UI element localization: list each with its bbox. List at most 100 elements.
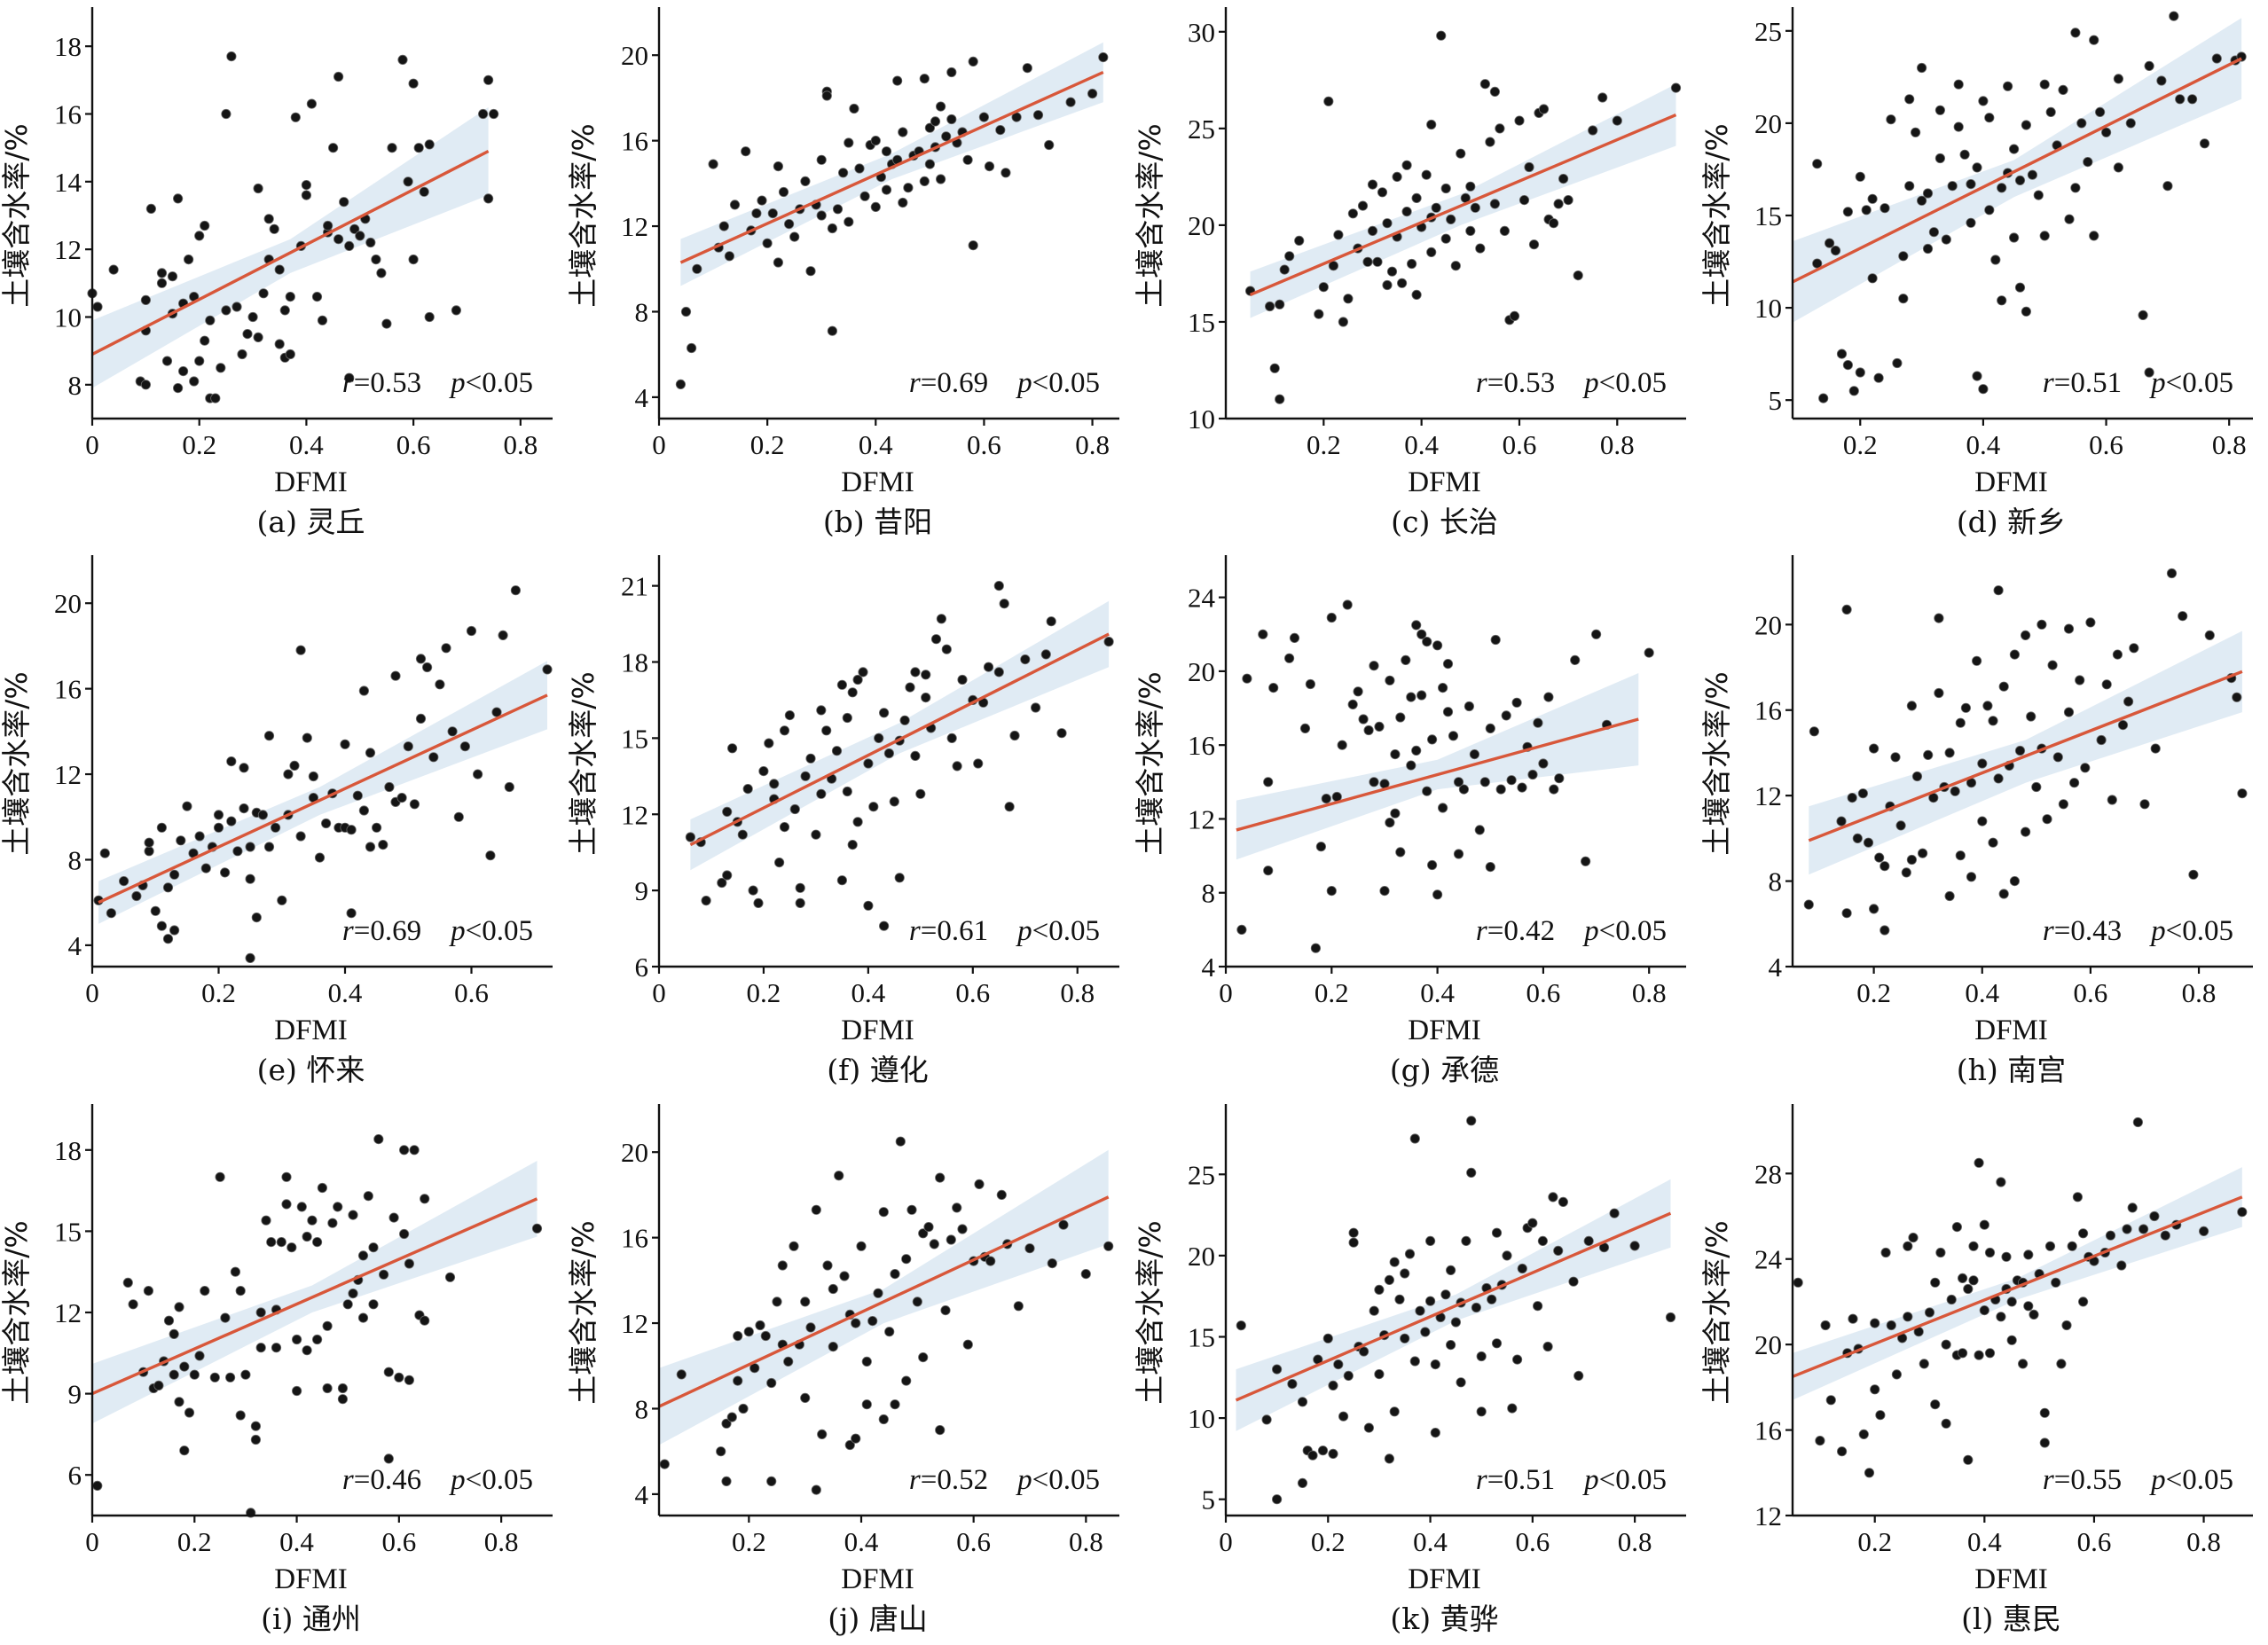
data-point [1947,181,1958,192]
x-tick-label: 0.4 [1404,429,1439,460]
y-tick-label: 10 [1188,403,1215,435]
data-point [2089,231,2099,241]
data-point [1263,866,1274,876]
scatter-chart: 0 0.2 0.4 0.6 0.8 4 8 12 16 20 24 DFMI 土壤含水率/% r=0.42… [1133,555,1686,1087]
data-point [884,1327,895,1337]
data-point [1919,1359,1929,1369]
data-point [174,1397,184,1407]
data-point [1287,1378,1298,1390]
data-point [659,1459,670,1469]
data-points [92,1133,543,1518]
data-point [1880,203,1890,214]
data-point [1453,849,1464,859]
data-point [863,900,874,911]
data-point [733,1330,743,1342]
data-point [1362,256,1373,267]
y-axis-label: 土壤含水率/% [1133,123,1167,307]
data-point [1374,1284,1385,1295]
data-point [859,191,870,201]
data-point [1573,1370,1584,1381]
data-point [912,1296,922,1307]
data-point [176,835,186,846]
data-point [1538,758,1549,769]
y-axis-label: 土壤含水率/% [0,671,34,855]
data-point [1963,1454,1974,1465]
data-point [1950,786,1960,796]
data-point [2039,231,2050,241]
data-point [1966,872,1977,882]
data-point [844,1439,855,1451]
data-point [1338,317,1348,327]
data-point [1379,885,1390,897]
data-point [200,220,210,231]
data-point [1275,299,1285,309]
data-point [247,311,258,323]
data-point [1333,1359,1344,1370]
stat-gap [2122,915,2151,947]
data-point [1861,205,1872,215]
data-point [270,822,281,833]
data-point [131,890,142,902]
data-point [868,802,879,812]
data-point [984,161,995,172]
data-point [1984,113,1995,123]
data-point [1836,349,1848,359]
data-point [1275,394,1285,404]
panel-caption: (e) 怀来 [257,1053,365,1087]
data-point [333,1202,343,1212]
data-point [2166,568,2178,579]
data-point [1836,816,1847,826]
data-point [1922,188,1934,199]
data-point [1951,1222,1962,1233]
y-tick-label: 24 [1188,583,1216,614]
data-point [378,1269,389,1280]
data-point [179,1361,190,1372]
data-point [1489,86,1500,98]
data-point [1430,1359,1440,1370]
data-point [408,78,419,89]
scatter-chart: 0.2 0.4 0.6 0.8 12 16 20 24 28 DFMI 土壤含水率/% r=0.55 … [1699,1104,2253,1636]
data-point [1984,1348,1996,1359]
data-point [2139,799,2150,810]
data-point [1297,1397,1308,1407]
data-point [941,644,952,654]
data-point [327,1218,338,1228]
data-point [2023,1249,2034,1260]
x-tick-label: 0.6 [967,429,1001,460]
data-point [779,725,790,736]
data-point [1928,227,1939,238]
y-tick-label: 8 [1769,866,1783,897]
regression-line [679,70,1104,264]
x-tick-label: 0.4 [289,429,324,460]
data-point [737,829,748,840]
data-point [1558,174,1569,184]
data-point [1305,678,1315,690]
y-tick-label: 20 [1754,108,1782,139]
data-point [189,376,200,387]
data-point [721,1476,732,1486]
x-axis-label: DFMI [1974,1563,2048,1595]
data-point [358,685,369,696]
data-point [337,1394,348,1405]
data-point [1395,712,1406,723]
data-point [339,197,349,208]
data-point [239,803,249,814]
data-point [772,1296,782,1307]
data-point [811,829,821,840]
panel-caption: (b) 昔阳 [823,505,932,539]
data-point [1343,1370,1354,1381]
data-point [346,825,357,835]
data-point [1895,820,1906,831]
data-point [936,614,946,624]
data-point [404,1258,414,1269]
data-point [1997,183,2007,193]
data-point [842,712,852,724]
data-point [1998,681,2009,692]
stat-annotation: r=0.69 p<0.05 [342,915,533,947]
data-point [1542,1341,1553,1352]
data-point [397,54,408,66]
data-point [2077,1296,2089,1307]
data-point [1268,683,1279,693]
data-point [415,654,427,664]
data-point [279,305,290,316]
